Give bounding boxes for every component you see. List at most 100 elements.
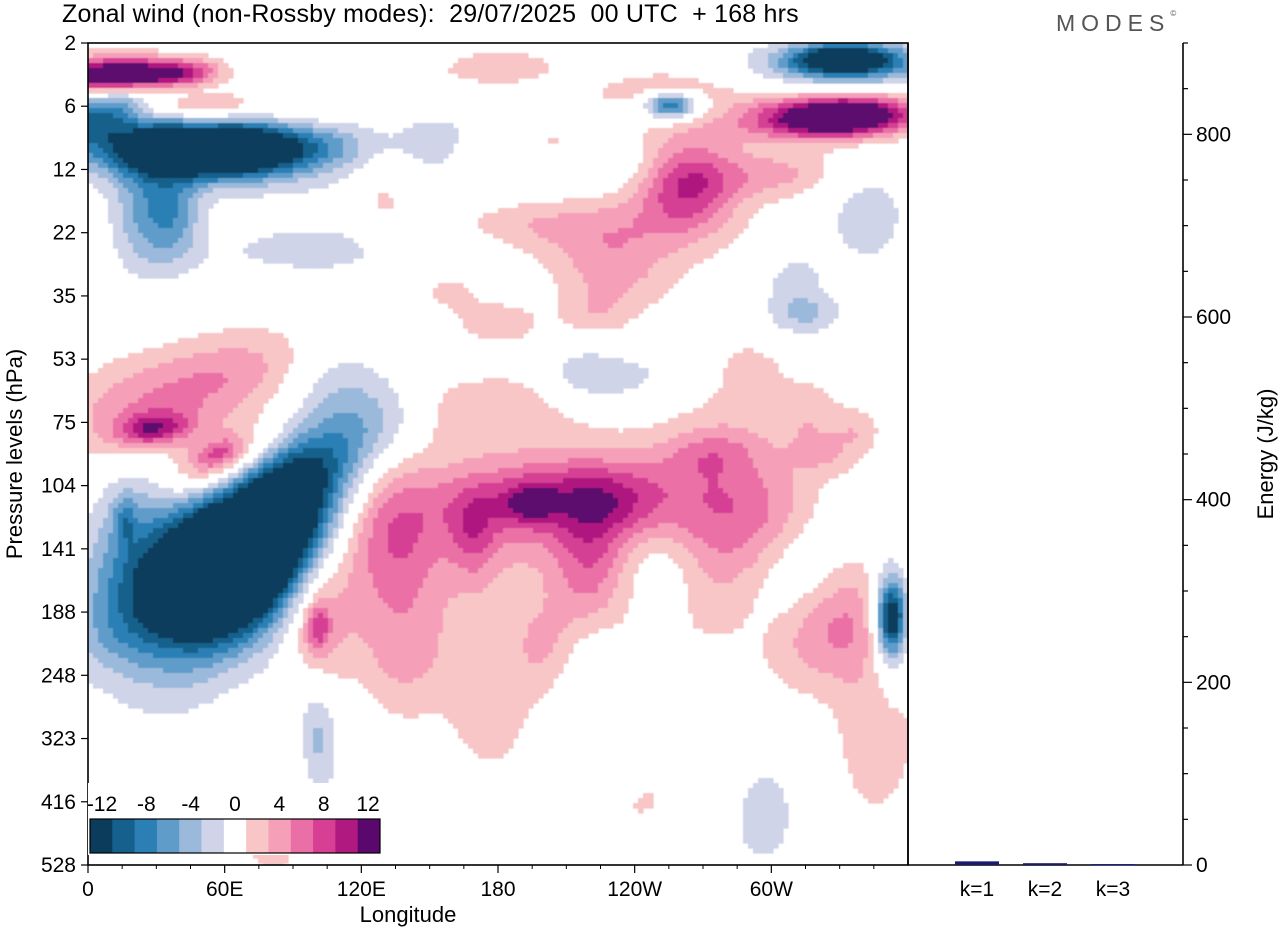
- wind-field-cell: [293, 133, 299, 139]
- wind-field-cell: [128, 118, 134, 124]
- wind-field-cell: [873, 218, 879, 224]
- wind-field-cell: [563, 308, 569, 314]
- wind-field-cell: [228, 368, 234, 374]
- wind-field-cell: [573, 373, 579, 379]
- wind-field-cell: [828, 48, 834, 54]
- wind-field-cell: [93, 58, 99, 64]
- wind-field-cell: [863, 243, 869, 249]
- wind-field-cell: [598, 283, 604, 289]
- wind-field-cell: [783, 278, 789, 284]
- wind-field-cell: [673, 93, 679, 99]
- wind-field-cell: [328, 138, 334, 144]
- wind-field-cell: [783, 313, 789, 319]
- wind-field-cell: [228, 68, 234, 74]
- wind-field-cell: [238, 143, 244, 149]
- wind-field-cell: [463, 388, 469, 394]
- wind-field-cell: [183, 373, 189, 379]
- wind-field-cell: [823, 48, 829, 54]
- wind-field-cell: [268, 138, 274, 144]
- wind-field-cell: [773, 318, 779, 324]
- wind-field-cell: [808, 388, 814, 394]
- wind-field-cell: [153, 223, 159, 229]
- wind-field-cell: [518, 333, 524, 339]
- wind-field-cell: [113, 148, 119, 154]
- wind-field-cell: [603, 238, 609, 244]
- wind-field-cell: [318, 258, 324, 264]
- wind-field-cell: [798, 68, 804, 74]
- wind-field-cell: [223, 343, 229, 349]
- wind-field-cell: [523, 318, 529, 324]
- wind-field-cell: [613, 213, 619, 219]
- wind-field-cell: [103, 193, 109, 199]
- wind-field-cell: [718, 168, 724, 174]
- wind-field-cell: [238, 363, 244, 369]
- wind-field-cell: [783, 293, 789, 299]
- wind-field-cell: [803, 298, 809, 304]
- wind-field-cell: [118, 113, 124, 119]
- wind-field-cell: [658, 248, 664, 254]
- wind-field-cell: [563, 273, 569, 279]
- wind-field-cell: [168, 63, 174, 69]
- wind-field-cell: [133, 223, 139, 229]
- wind-field-cell: [473, 303, 479, 309]
- wind-field-cell: [93, 378, 99, 384]
- wind-field-cell: [513, 53, 519, 59]
- wind-field-cell: [823, 98, 829, 104]
- wind-field-cell: [873, 103, 879, 109]
- wind-field-cell: [343, 133, 349, 139]
- wind-field-cell: [588, 358, 594, 364]
- wind-field-cell: [333, 153, 339, 159]
- wind-field-cell: [148, 148, 154, 154]
- wind-field-cell: [128, 73, 134, 79]
- wind-field-cell: [523, 203, 529, 209]
- wind-field-cell: [578, 368, 584, 374]
- wind-field-cell: [588, 308, 594, 314]
- wind-field-cell: [188, 158, 194, 164]
- wind-field-cell: [728, 388, 734, 394]
- wind-field-cell: [898, 78, 904, 84]
- wind-field-cell: [628, 243, 634, 249]
- wind-field-cell: [138, 63, 144, 69]
- wind-field-cell: [748, 348, 754, 354]
- wind-field-cell: [638, 378, 644, 384]
- wind-field-cell: [563, 208, 569, 214]
- wind-field-cell: [648, 103, 654, 109]
- wind-field-cell: [428, 128, 434, 134]
- wind-field-cell: [603, 243, 609, 249]
- wind-field-cell: [203, 198, 209, 204]
- wind-field-cell: [223, 338, 229, 344]
- wind-field-cell: [833, 313, 839, 319]
- wind-field-cell: [513, 58, 519, 64]
- modes-logo: MODES©: [1056, 9, 1176, 37]
- wind-field-cell: [798, 158, 804, 164]
- wind-field-cell: [263, 253, 269, 259]
- wind-field-cell: [633, 203, 639, 209]
- wind-field-cell: [833, 43, 839, 49]
- wind-field-cell: [663, 258, 669, 264]
- wind-field-cell: [718, 223, 724, 229]
- wind-field-cell: [813, 168, 819, 174]
- wind-field-cell: [158, 153, 164, 159]
- wind-field-cell: [438, 128, 444, 134]
- wind-field-cell: [833, 133, 839, 139]
- wind-field-cell: [513, 318, 519, 324]
- wind-field-cell: [298, 233, 304, 239]
- wind-field-cell: [118, 208, 124, 214]
- wind-field-cell: [103, 148, 109, 154]
- wind-field-cell: [778, 123, 784, 129]
- wind-field-cell: [163, 378, 169, 384]
- wind-field-cell: [288, 233, 294, 239]
- wind-field-cell: [93, 138, 99, 144]
- wind-field-cell: [148, 133, 154, 139]
- wind-field-cell: [508, 58, 514, 64]
- wind-field-cell: [223, 123, 229, 129]
- wind-field-cell: [283, 178, 289, 184]
- wind-field-cell: [748, 193, 754, 199]
- wind-field-cell: [623, 228, 629, 234]
- wind-field-cell: [648, 183, 654, 189]
- wind-field-cell: [153, 78, 159, 84]
- wind-field-cell: [683, 248, 689, 254]
- wind-field-cell: [213, 123, 219, 129]
- wind-field-cell: [168, 203, 174, 209]
- wind-field-cell: [163, 118, 169, 124]
